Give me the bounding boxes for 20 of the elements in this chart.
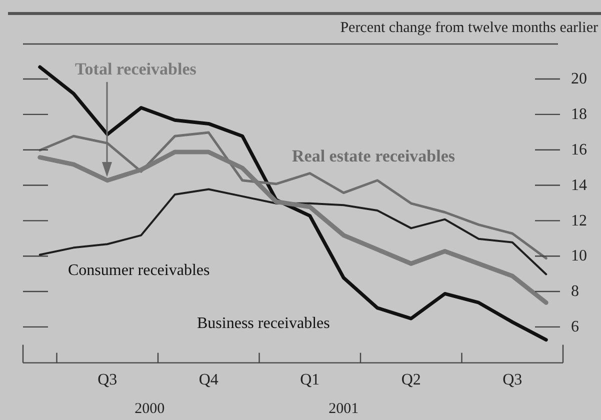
text: 2001: [328, 400, 359, 417]
y-tick-label: 8: [571, 283, 579, 300]
text: Business receivables: [197, 315, 330, 332]
y-tick-label: 10: [571, 248, 587, 265]
series-label: Real estate receivables: [292, 146, 456, 166]
x-tick-label: Q3: [98, 372, 118, 389]
y-tick-label: 18: [571, 106, 587, 124]
y-tick-label: 12: [571, 212, 587, 230]
y-tick-label: 14: [571, 176, 587, 194]
y-tick-label: 20: [571, 70, 587, 88]
y-axis-title: Percent change from twelve months earlier: [340, 20, 598, 36]
text: 2000: [134, 400, 165, 417]
text: Total receivables: [75, 59, 197, 78]
series-label: Consumer receivables: [68, 262, 210, 280]
y-tick-label: 16: [571, 141, 587, 158]
x-tick-label: Q3: [502, 372, 522, 389]
x-tick-label: Q1: [300, 372, 320, 389]
x-tick-label: Q2: [401, 372, 421, 389]
y-tick-label: 6: [571, 318, 579, 336]
x-tick-label: Q4: [198, 372, 218, 389]
